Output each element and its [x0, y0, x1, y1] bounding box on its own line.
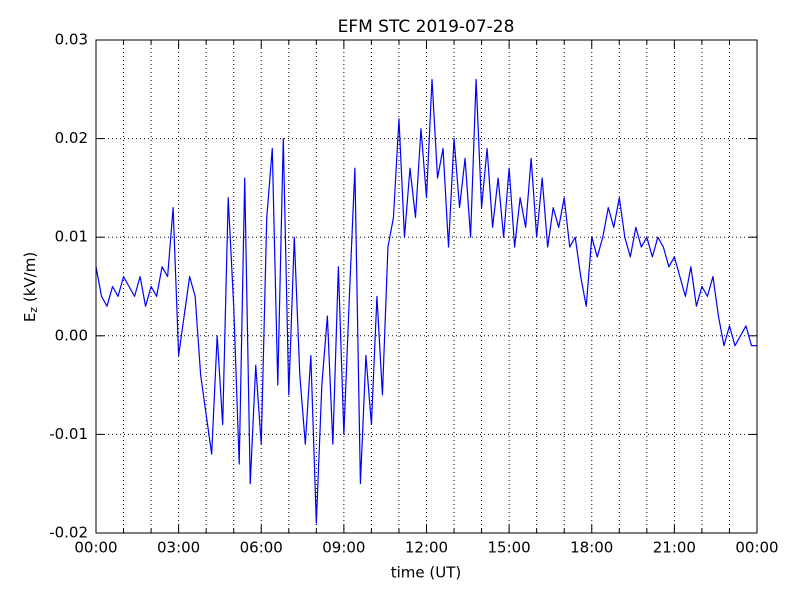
y-tick-label: 0.01	[55, 228, 88, 246]
x-tick-label: 00:00	[735, 539, 778, 557]
plot-frame	[95, 39, 758, 534]
y-tick-label: 0.02	[55, 129, 88, 147]
y-tick-label: -0.01	[49, 425, 88, 443]
y-tick-label: 0.03	[55, 31, 88, 49]
y-axis-label-main: E	[21, 313, 39, 322]
data-line	[95, 78, 757, 524]
x-axis-label: time (UT)	[391, 564, 462, 582]
x-tick-label: 12:00	[405, 539, 448, 557]
x-tick-label: 21:00	[653, 539, 696, 557]
y-axis-label-sub: z	[27, 307, 40, 313]
y-tick-label: 0.00	[55, 326, 88, 344]
x-tick-label: 09:00	[322, 539, 365, 557]
chart-title: EFM STC 2019-07-28	[338, 17, 515, 37]
x-tick-label: 18:00	[570, 539, 613, 557]
x-tick-label: 06:00	[240, 539, 283, 557]
y-tick-label: -0.02	[49, 524, 88, 542]
x-tick-label: 15:00	[488, 539, 531, 557]
x-tick-label: 03:00	[157, 539, 200, 557]
y-axis-label-unit: (kV/m)	[21, 252, 39, 307]
x-tick-label: 00:00	[74, 539, 117, 557]
y-axis-label: Ez (kV/m)	[21, 252, 41, 322]
